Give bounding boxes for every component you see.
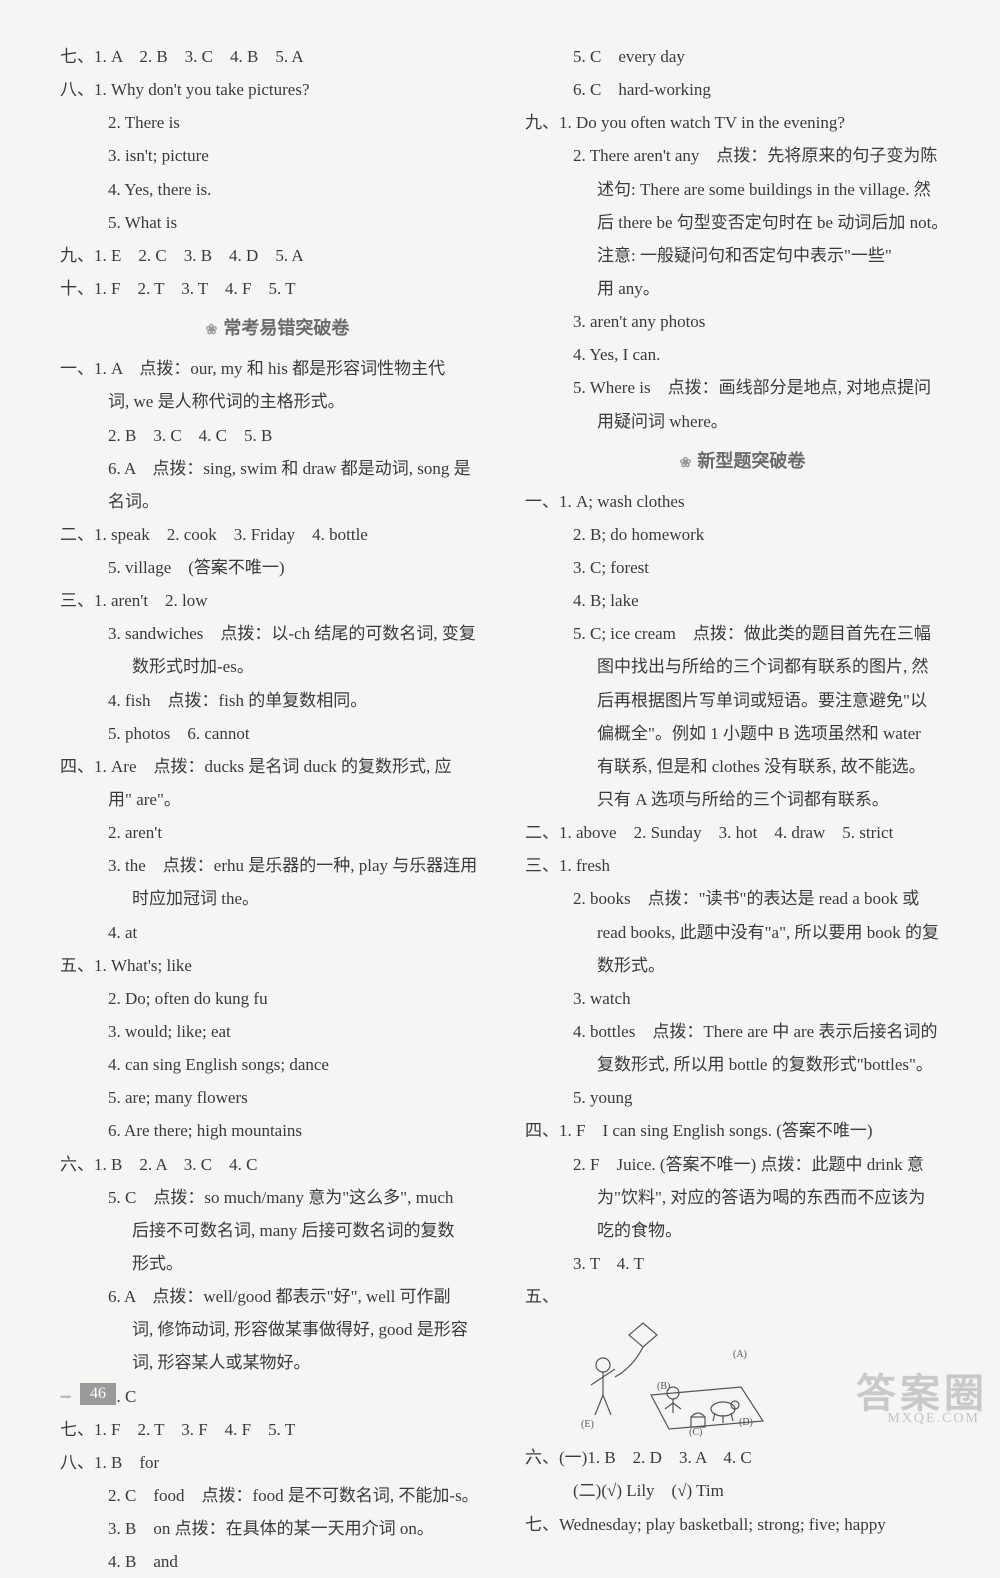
text-line: 2. books 点拨："读书"的表达是 read a book 或 bbox=[525, 882, 960, 915]
text-line: 4. can sing English songs; dance bbox=[60, 1048, 495, 1081]
text-line: 5. are; many flowers bbox=[60, 1081, 495, 1114]
text-line: (二)(√) Lily (√) Tim bbox=[525, 1474, 960, 1507]
text-line: 3. would; like; eat bbox=[60, 1015, 495, 1048]
page-dots: ▪▪▪▪ bbox=[60, 1392, 70, 1403]
text-line: 3. aren't any photos bbox=[525, 305, 960, 338]
text-line: 数形式。 bbox=[525, 949, 960, 982]
text-line: 三、1. aren't 2. low bbox=[60, 584, 495, 617]
text-line: 九、1. Do you often watch TV in the evenin… bbox=[525, 106, 960, 139]
text-line: 6. A 点拨：well/good 都表示"好", well 可作副 bbox=[60, 1280, 495, 1313]
text-line: 五、 bbox=[525, 1280, 960, 1313]
text-line: read books, 此题中没有"a", 所以要用 book 的复 bbox=[525, 916, 960, 949]
text-line: 吃的食物。 bbox=[525, 1214, 960, 1247]
text-line: 5. Where is 点拨：画线部分是地点, 对地点提问 bbox=[525, 371, 960, 404]
text-line: 偏概全"。例如 1 小题中 B 选项虽然和 water bbox=[525, 717, 960, 750]
text-line: 用" are"。 bbox=[60, 783, 495, 816]
text-line: 二、1. above 2. Sunday 3. hot 4. draw 5. s… bbox=[525, 816, 960, 849]
text-line: 名词。 bbox=[60, 485, 495, 518]
text-line: 2. There aren't any 点拨：先将原来的句子变为陈 bbox=[525, 139, 960, 172]
text-line: 形式。 bbox=[60, 1247, 495, 1280]
text-line: 数形式时加-es。 bbox=[60, 650, 495, 683]
text-line: 词, 修饰动词, 形容做某事做得好, good 是形容 bbox=[60, 1313, 495, 1346]
text-line: 3. T 4. T bbox=[525, 1247, 960, 1280]
text-line: 5. village (答案不唯一) bbox=[60, 551, 495, 584]
text-line: 后 there be 句型变否定句时在 be 动词后加 not。 bbox=[525, 206, 960, 239]
text-line: 后接不可数名词, many 后接可数名词的复数 bbox=[60, 1214, 495, 1247]
text-line: 4. bottles 点拨：There are 中 are 表示后接名词的 bbox=[525, 1015, 960, 1048]
text-line: 后再根据图片写单词或短语。要注意避免"以 bbox=[525, 684, 960, 717]
text-line: 5. C; ice cream 点拨：做此类的题目首先在三幅 bbox=[525, 617, 960, 650]
text-line: 八、1. Why don't you take pictures? bbox=[60, 73, 495, 106]
text-line: 一、1. A 点拨：our, my 和 his 都是形容词性物主代 bbox=[60, 352, 495, 385]
page-number: 46 bbox=[80, 1383, 116, 1405]
text-line: 4. Yes, I can. bbox=[525, 338, 960, 371]
text-line: 复数形式, 所以用 bottle 的复数形式"bottles"。 bbox=[525, 1048, 960, 1081]
text-line: 七、1. F 2. T 3. F 4. F 5. T bbox=[60, 1413, 495, 1446]
text-line: 3. isn't; picture bbox=[60, 139, 495, 172]
text-line: 3. watch bbox=[525, 982, 960, 1015]
section-title: 新型题突破卷 bbox=[525, 444, 960, 479]
text-line: 四、1. F I can sing English songs. (答案不唯一) bbox=[525, 1114, 960, 1147]
text-line: 5. C every day bbox=[525, 40, 960, 73]
text-line: 七、1. A 2. B 3. C 4. B 5. A bbox=[60, 40, 495, 73]
text-line: 十、1. F 2. T 3. T 4. F 5. T bbox=[60, 272, 495, 305]
text-line: 3. B on 点拨：在具体的某一天用介词 on。 bbox=[60, 1512, 495, 1545]
text-line: 5. young bbox=[525, 1081, 960, 1114]
text-line: 3. the 点拨：erhu 是乐器的一种, play 与乐器连用 bbox=[60, 849, 495, 882]
text-line: 图中找出与所给的三个词都有联系的图片, 然 bbox=[525, 650, 960, 683]
text-line: 为"饮料", 对应的答语为喝的东西而不应该为 bbox=[525, 1181, 960, 1214]
text-line: 九、1. E 2. C 3. B 4. D 5. A bbox=[60, 239, 495, 272]
text-line: 六、1. B 2. A 3. C 4. C bbox=[60, 1148, 495, 1181]
text-line: 二、1. speak 2. cook 3. Friday 4. bottle bbox=[60, 518, 495, 551]
text-line: 4. B; lake bbox=[525, 584, 960, 617]
text-line: 6. A 点拨：sing, swim 和 draw 都是动词, song 是 bbox=[60, 452, 495, 485]
text-line: 有联系, 但是和 clothes 没有联系, 故不能选。 bbox=[525, 750, 960, 783]
text-line: 用 any。 bbox=[525, 272, 960, 305]
text-line: 2. C food 点拨：food 是不可数名词, 不能加-s。 bbox=[60, 1479, 495, 1512]
svg-text:(C): (C) bbox=[689, 1427, 702, 1437]
svg-text:(A): (A) bbox=[733, 1349, 747, 1360]
text-line: 5. What is bbox=[60, 206, 495, 239]
text-line: 七、Wednesday; play basketball; strong; fi… bbox=[525, 1508, 960, 1541]
text-line: 6. Are there; high mountains bbox=[60, 1114, 495, 1147]
text-line: 六、(一)1. B 2. D 3. A 4. C bbox=[525, 1441, 960, 1474]
text-line: 词, we 是人称代词的主格形式。 bbox=[60, 385, 495, 418]
text-line: 注意: 一般疑问句和否定句中表示"一些" bbox=[525, 239, 960, 272]
text-line: 八、1. B for bbox=[60, 1446, 495, 1479]
text-line: 4. B and bbox=[60, 1545, 495, 1578]
text-line: 只有 A 选项与所给的三个词都有联系。 bbox=[525, 783, 960, 816]
text-line: 3. sandwiches 点拨：以-ch 结尾的可数名词, 变复 bbox=[60, 617, 495, 650]
text-line: 一、1. A; wash clothes bbox=[525, 485, 960, 518]
illustration-kids: (A)(B)(C)(D)(E) bbox=[573, 1317, 793, 1437]
text-line: 2. Do; often do kung fu bbox=[60, 982, 495, 1015]
text-line: 4. Yes, there is. bbox=[60, 173, 495, 206]
text-line: 2. There is bbox=[60, 106, 495, 139]
text-line: 五、1. What's; like bbox=[60, 949, 495, 982]
text-line: 3. C; forest bbox=[525, 551, 960, 584]
section-title: 常考易错突破卷 bbox=[60, 311, 495, 346]
watermark-sub: MXQE.COM bbox=[887, 1411, 980, 1427]
text-line: 三、1. fresh bbox=[525, 849, 960, 882]
text-line: 5. C 点拨：so much/many 意为"这么多", much bbox=[60, 1181, 495, 1214]
text-line: 四、1. Are 点拨：ducks 是名词 duck 的复数形式, 应 bbox=[60, 750, 495, 783]
text-line: 5. photos 6. cannot bbox=[60, 717, 495, 750]
text-line: 时应加冠词 the。 bbox=[60, 882, 495, 915]
text-line: 2. B 3. C 4. C 5. B bbox=[60, 419, 495, 452]
svg-text:(E): (E) bbox=[581, 1419, 594, 1430]
text-line: 4. at bbox=[60, 916, 495, 949]
text-line: 2. F Juice. (答案不唯一) 点拨：此题中 drink 意 bbox=[525, 1148, 960, 1181]
right-column: 5. C every day6. C hard-working九、1. Do y… bbox=[525, 40, 960, 1360]
text-line: 2. aren't bbox=[60, 816, 495, 849]
text-line: 7. C bbox=[60, 1380, 495, 1413]
svg-text:(B): (B) bbox=[657, 1381, 670, 1392]
left-column: 七、1. A 2. B 3. C 4. B 5. A八、1. Why don't… bbox=[60, 40, 495, 1360]
text-line: 4. fish 点拨：fish 的单复数相同。 bbox=[60, 684, 495, 717]
text-line: 词, 形容某人或某物好。 bbox=[60, 1346, 495, 1379]
text-line: 用疑问词 where。 bbox=[525, 405, 960, 438]
text-line: 述句: There are some buildings in the vill… bbox=[525, 173, 960, 206]
text-line: 6. C hard-working bbox=[525, 73, 960, 106]
text-line: 2. B; do homework bbox=[525, 518, 960, 551]
